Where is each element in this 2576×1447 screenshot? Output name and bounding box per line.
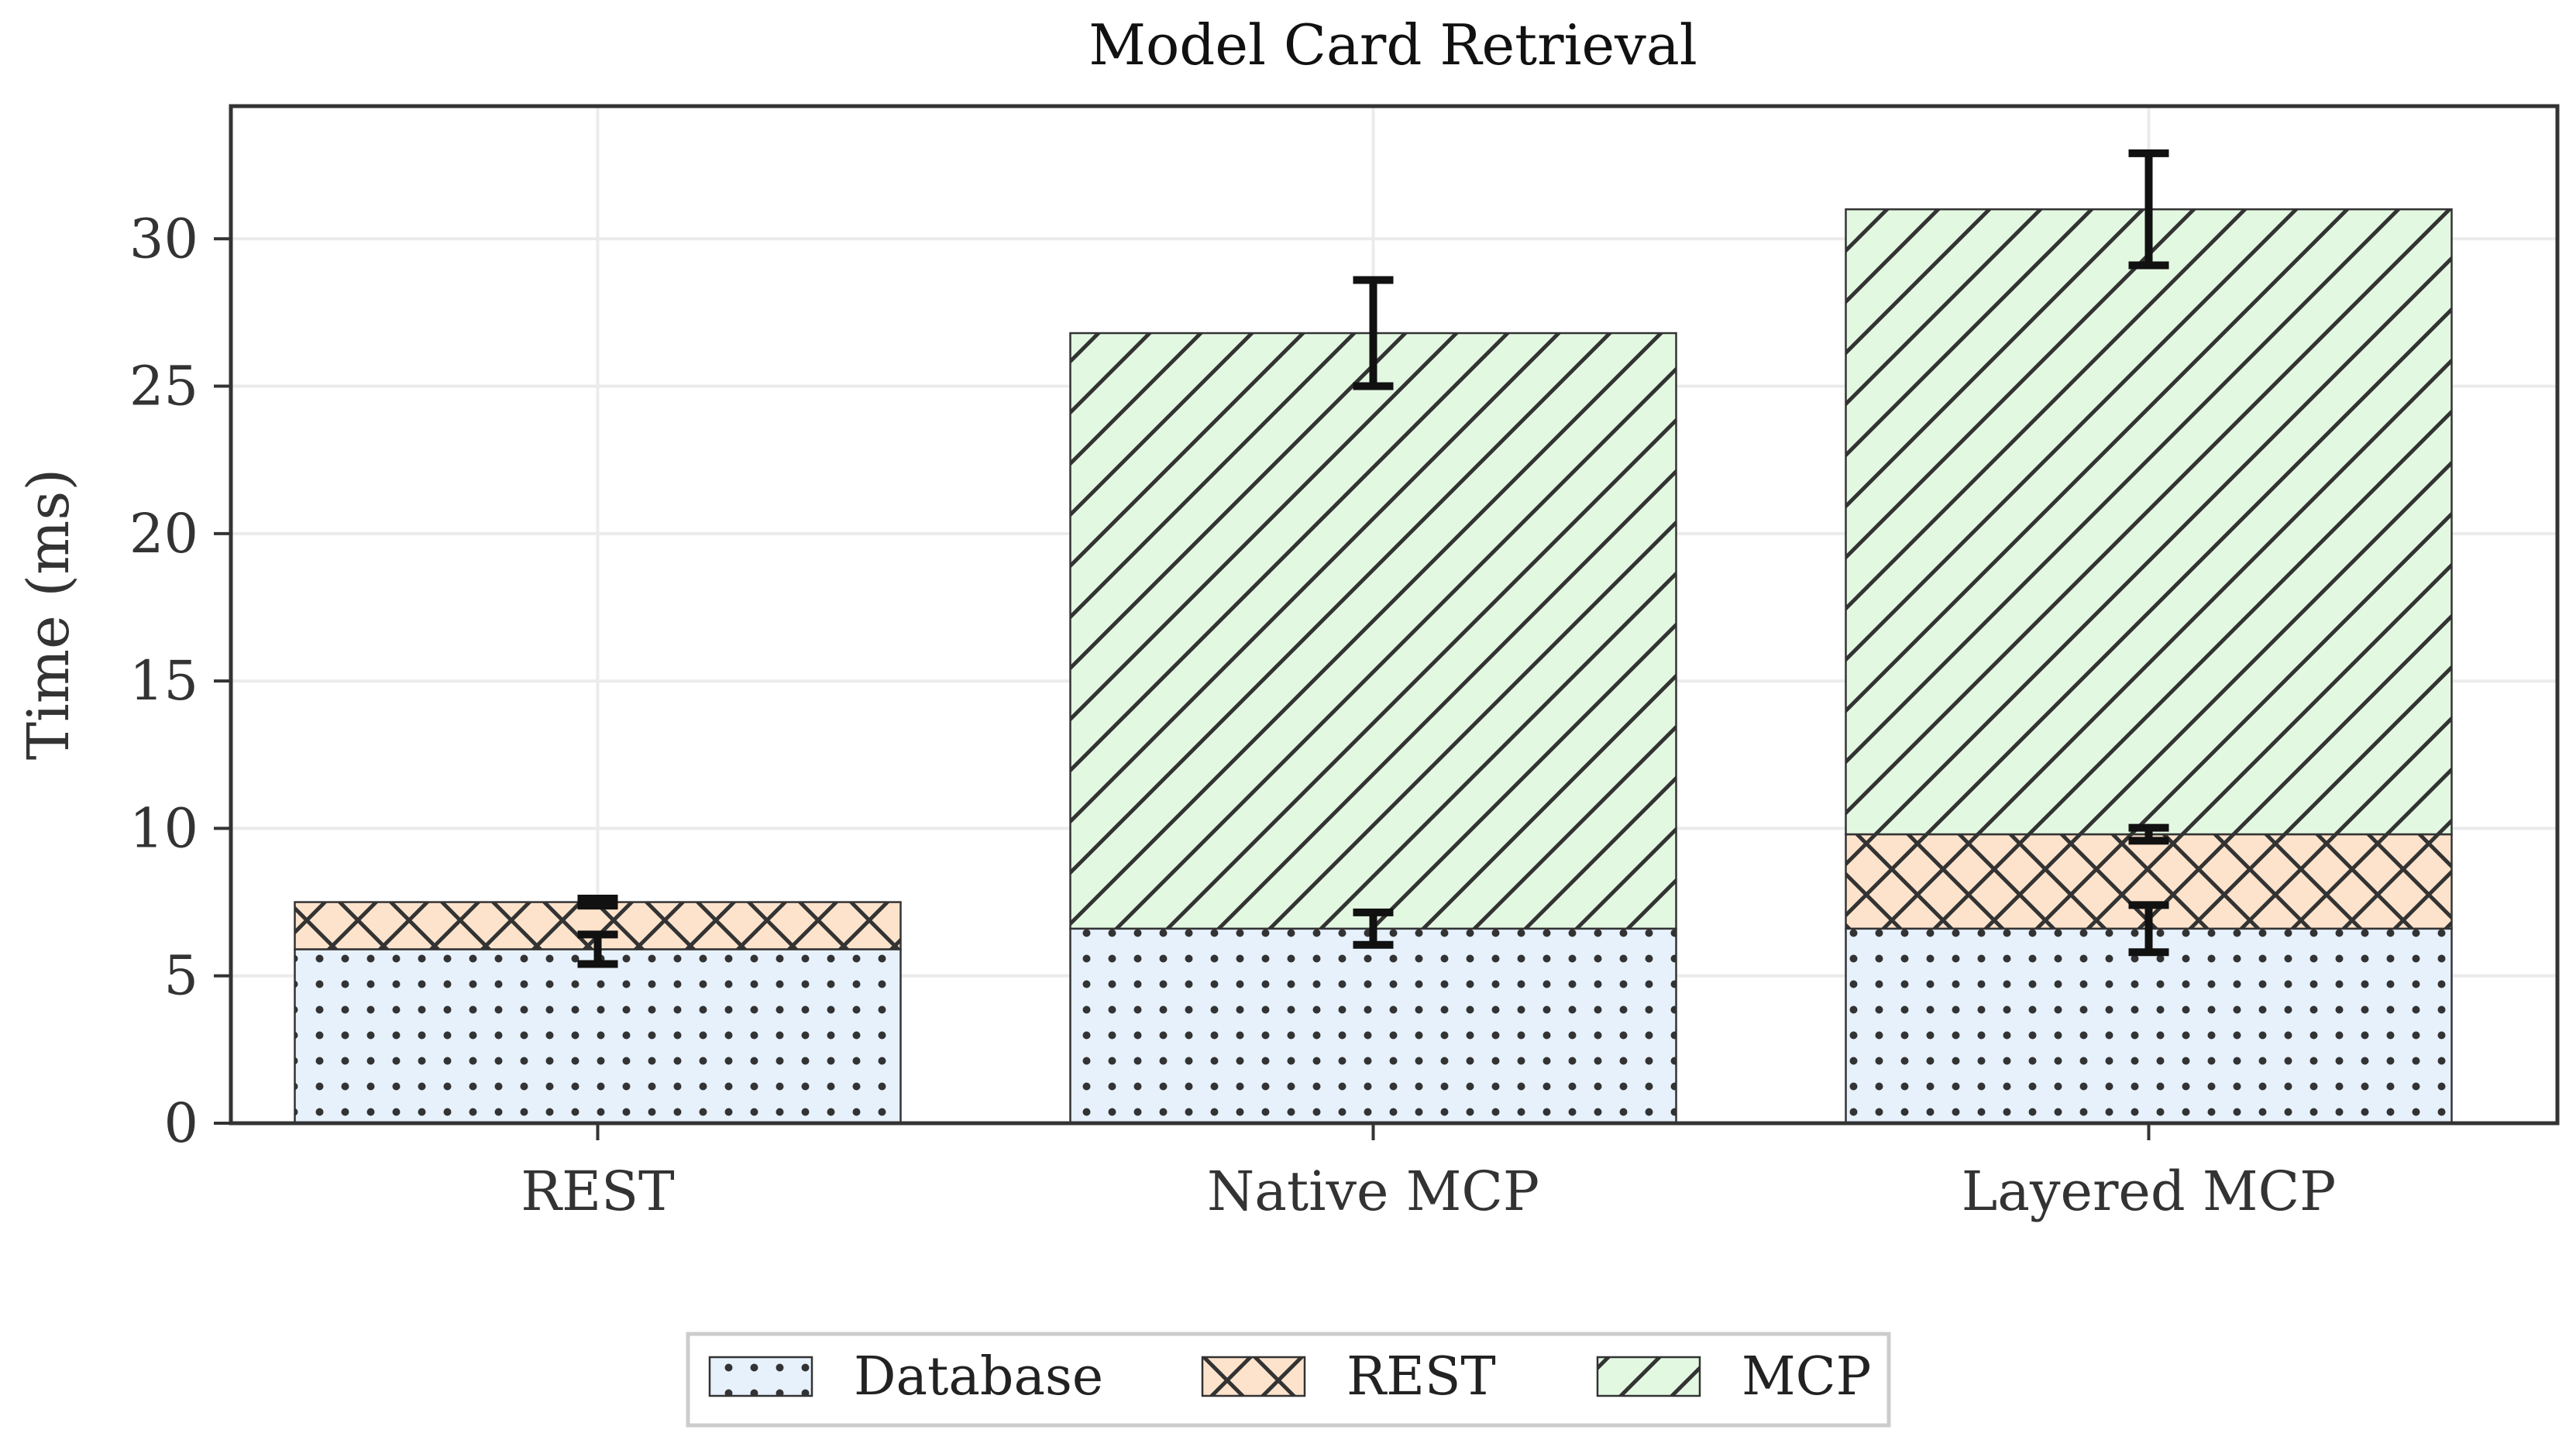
error-bar-native-mcp-database xyxy=(1353,908,1394,949)
bar-rest-database xyxy=(294,948,902,1125)
error-bar-layered-mcp-rest xyxy=(2128,823,2169,845)
x-tick-label-layered-mcp: Layered MCP xyxy=(1962,1160,2336,1223)
bar-layered-mcp-mcp xyxy=(1845,208,2453,836)
y-tick-label-0: 0 xyxy=(163,1091,198,1155)
legend-label-mcp: MCP xyxy=(1742,1346,1871,1407)
y-axis-ticks: 0 5 10 15 20 25 30 xyxy=(129,207,231,1155)
legend-label-rest: REST xyxy=(1346,1346,1496,1407)
legend-item-mcp: MCP xyxy=(1596,1346,1871,1407)
y-tick-label-20: 20 xyxy=(129,502,198,565)
error-bar-rest-database xyxy=(577,930,618,968)
error-bar-native-mcp-mcp xyxy=(1353,276,1394,390)
y-tick-label-5: 5 xyxy=(163,944,198,1008)
legend-swatch-database xyxy=(708,1356,813,1397)
y-tick-label-25: 25 xyxy=(129,355,198,418)
bars xyxy=(294,208,2453,1125)
chart-title: Model Card Retrieval xyxy=(1089,12,1697,77)
legend-item-rest: REST xyxy=(1201,1346,1496,1407)
x-axis-ticks: REST Native MCP Layered MCP xyxy=(521,1123,2336,1223)
plot-frame xyxy=(229,104,2560,1126)
legend: Database REST MCP xyxy=(686,1332,1891,1428)
y-tick-label-10: 10 xyxy=(129,796,198,860)
x-tick-label-native-mcp: Native MCP xyxy=(1207,1160,1539,1223)
bar-layered-mcp-database xyxy=(1845,927,2453,1125)
legend-label-database: Database xyxy=(854,1346,1103,1407)
bar-native-mcp-database xyxy=(1069,927,1677,1125)
error-bar-rest-rest xyxy=(577,894,618,910)
error-bars xyxy=(577,149,2169,968)
y-tick-label-15: 15 xyxy=(129,649,198,713)
error-bar-layered-mcp-mcp xyxy=(2128,149,2169,270)
error-bar-layered-mcp-database xyxy=(2128,901,2169,957)
legend-swatch-rest xyxy=(1201,1356,1306,1397)
y-tick-label-30: 30 xyxy=(129,207,198,270)
x-tick-label-rest: REST xyxy=(521,1160,674,1223)
y-axis-label: Time (ms) xyxy=(15,469,82,760)
legend-swatch-mcp xyxy=(1596,1356,1701,1397)
legend-item-database: Database xyxy=(708,1346,1103,1407)
bar-native-mcp-mcp xyxy=(1069,332,1677,930)
